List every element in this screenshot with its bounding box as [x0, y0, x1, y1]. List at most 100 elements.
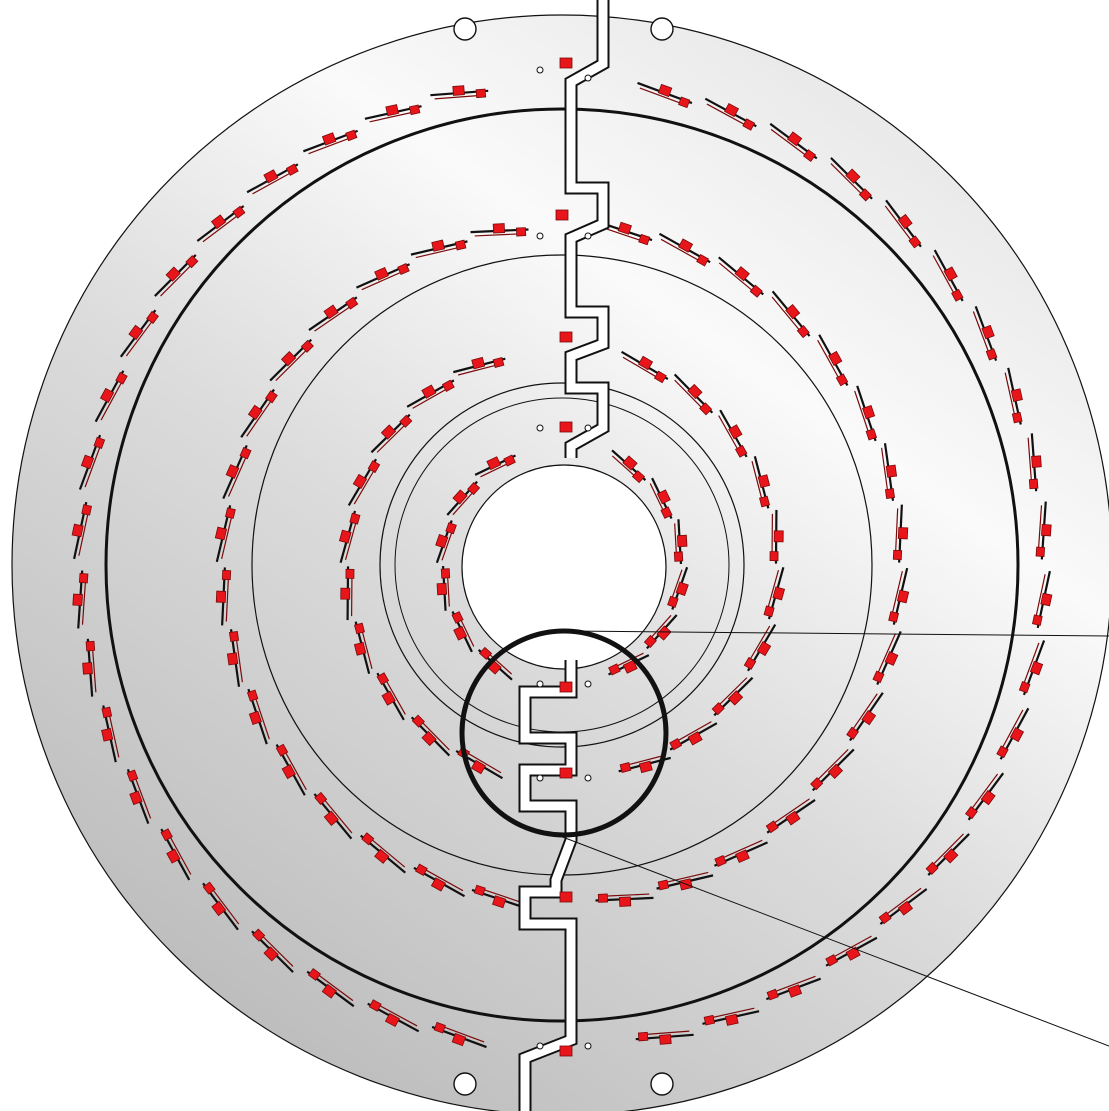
red-pad: [676, 534, 688, 548]
component-segment: [932, 249, 964, 302]
component-segment: [410, 239, 468, 259]
red-pad: [285, 163, 299, 176]
component-segment: [215, 567, 232, 626]
red-pad: [239, 446, 252, 460]
red-pad: [503, 454, 516, 467]
red-pad: [374, 266, 389, 281]
red-pad: [185, 255, 199, 269]
red-pad: [353, 641, 367, 656]
red-pad: [786, 131, 803, 147]
red-pad: [252, 928, 266, 942]
component-segment: [370, 413, 413, 454]
component-segment: [649, 477, 673, 519]
component-segment: [353, 621, 373, 674]
red-pad: [687, 731, 703, 746]
red-pad: [80, 454, 95, 470]
red-pad: [724, 102, 740, 118]
red-pad: [559, 1045, 573, 1057]
component-segment: [846, 692, 884, 742]
red-pad: [555, 209, 569, 221]
red-pad: [1018, 681, 1031, 694]
red-pad: [865, 428, 878, 441]
red-pad: [1040, 592, 1053, 607]
red-pad: [734, 444, 748, 458]
red-pad: [896, 589, 910, 604]
component-segment: [658, 232, 711, 267]
via: [584, 74, 592, 82]
red-pad: [1041, 523, 1052, 537]
red-pad: [637, 1031, 649, 1042]
red-pad: [475, 88, 487, 99]
red-pad: [453, 625, 468, 641]
red-pad: [559, 57, 573, 69]
red-pad: [399, 414, 413, 428]
red-pad: [440, 568, 451, 579]
red-pad: [1032, 614, 1043, 626]
red-pad: [345, 568, 355, 579]
component-segment: [769, 509, 784, 564]
component-segment: [453, 356, 506, 376]
red-pad: [452, 489, 468, 505]
leader-line-bottom: [559, 835, 1109, 1047]
circular-plate: [11, 14, 1109, 1111]
slot-trace: [566, 0, 608, 458]
component-segment: [160, 828, 192, 881]
component-segment: [154, 254, 199, 297]
component-segment: [302, 129, 359, 155]
red-pad: [1031, 455, 1042, 468]
red-pad: [845, 168, 861, 184]
red-pad: [129, 790, 143, 806]
red-pad: [228, 630, 240, 642]
component-segment: [595, 893, 654, 907]
component-segment: [872, 631, 902, 685]
red-pad: [248, 710, 262, 726]
component-segment: [608, 652, 650, 676]
component-segment: [825, 935, 878, 967]
component-segment: [94, 370, 128, 423]
component-segment: [673, 373, 714, 416]
red-pad: [221, 569, 232, 581]
component-segment: [714, 839, 768, 867]
component-segment: [451, 611, 475, 653]
red-pad: [872, 670, 885, 684]
red-pad: [160, 828, 173, 842]
red-pad: [763, 605, 775, 618]
red-pad: [478, 646, 493, 660]
component-ring: [338, 350, 786, 780]
red-pad: [608, 663, 621, 676]
component-segment: [72, 570, 89, 629]
red-pad: [354, 622, 365, 635]
red-pad: [727, 690, 744, 706]
component-ring: [71, 81, 1053, 1049]
red-pad: [803, 149, 817, 162]
component-segment: [306, 968, 355, 1008]
red-pad: [766, 988, 779, 1001]
component-segment: [360, 832, 406, 874]
component-segment: [275, 743, 307, 796]
red-pad: [678, 96, 691, 109]
red-pad: [471, 356, 486, 370]
component-segment: [436, 565, 451, 611]
red-pad: [93, 436, 106, 449]
red-pad: [743, 656, 757, 670]
red-pad: [827, 763, 844, 779]
component-segment: [406, 379, 455, 409]
red-pad: [374, 848, 390, 864]
slot-trace: [520, 660, 576, 1111]
red-pad: [263, 169, 279, 184]
red-pad: [445, 522, 457, 535]
red-pad: [225, 464, 240, 479]
red-pad: [72, 593, 83, 607]
component-segment: [765, 975, 822, 1001]
red-pad: [714, 854, 727, 867]
red-pad: [431, 239, 446, 252]
red-pad: [687, 383, 703, 400]
component-segment: [718, 409, 748, 458]
component-segment: [251, 928, 294, 973]
red-pad: [215, 590, 227, 603]
red-pad: [728, 424, 743, 440]
red-pad: [951, 288, 964, 302]
red-pad: [769, 551, 779, 562]
red-pad: [1028, 478, 1039, 490]
